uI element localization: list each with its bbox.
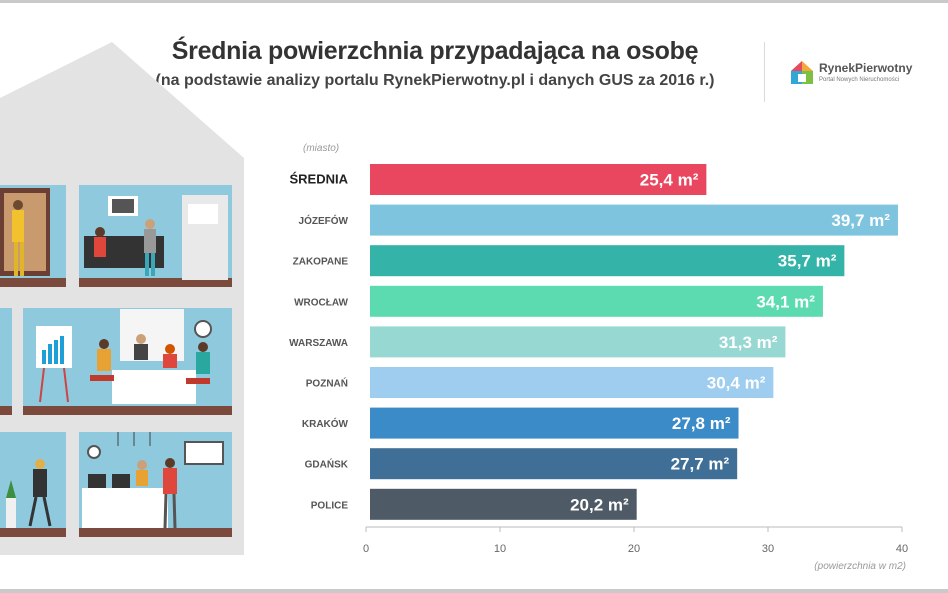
value-label: 25,4 m² [640, 171, 699, 190]
bar [370, 367, 774, 398]
category-label: KRAKÓW [302, 417, 349, 430]
value-label: 27,8 m² [672, 414, 731, 433]
bar [370, 448, 738, 480]
header-divider [764, 42, 765, 102]
category-label: ŚREDNIA [289, 172, 348, 187]
category-axis-label: (miasto) [303, 143, 339, 154]
bar [370, 245, 845, 277]
bar [370, 488, 637, 520]
logo-name: RynekPierwotny [819, 61, 913, 75]
bar [370, 204, 898, 236]
bar [370, 164, 707, 195]
category-label: ZAKOPANE [293, 257, 349, 268]
x-tick-label: 0 [363, 543, 369, 555]
category-label: POLICE [311, 500, 349, 511]
value-axis-label: (powierzchnia w m2) [814, 561, 906, 572]
x-tick-label: 40 [896, 543, 908, 555]
category-label: WROCŁAW [294, 297, 348, 308]
value-label: 31,3 m² [719, 333, 778, 352]
category-label: GDAŃSK [305, 458, 349, 471]
value-label: 39,7 m² [831, 211, 890, 230]
page-subtitle: (na podstawie analizy portalu RynekPierw… [155, 72, 715, 89]
x-tick-label: 20 [628, 543, 640, 555]
value-label: 34,1 m² [756, 292, 815, 311]
bottom-border [0, 589, 948, 593]
building-illustration [0, 42, 244, 555]
x-tick-label: 30 [762, 543, 774, 555]
x-tick-label: 10 [494, 543, 506, 555]
brand-logo: RynekPierwotny Portal Nowych Nieruchomoś… [788, 58, 928, 88]
value-label: 20,2 m² [570, 495, 629, 514]
value-label: 35,7 m² [778, 252, 837, 271]
category-label: WARSZAWA [289, 338, 348, 349]
category-label: POZNAŃ [306, 377, 348, 390]
bar [370, 326, 786, 358]
house-logo-icon [791, 61, 813, 84]
page-title: Średnia powierzchnia przypadająca na oso… [171, 37, 699, 65]
logo-tagline: Portal Nowych Nieruchomości [819, 77, 900, 83]
bar [370, 407, 739, 439]
top-border [0, 0, 948, 3]
bar [370, 285, 823, 317]
value-label: 27,7 m² [671, 455, 730, 474]
category-label: JÓZEFÓW [299, 214, 349, 227]
value-label: 30,4 m² [707, 374, 766, 393]
